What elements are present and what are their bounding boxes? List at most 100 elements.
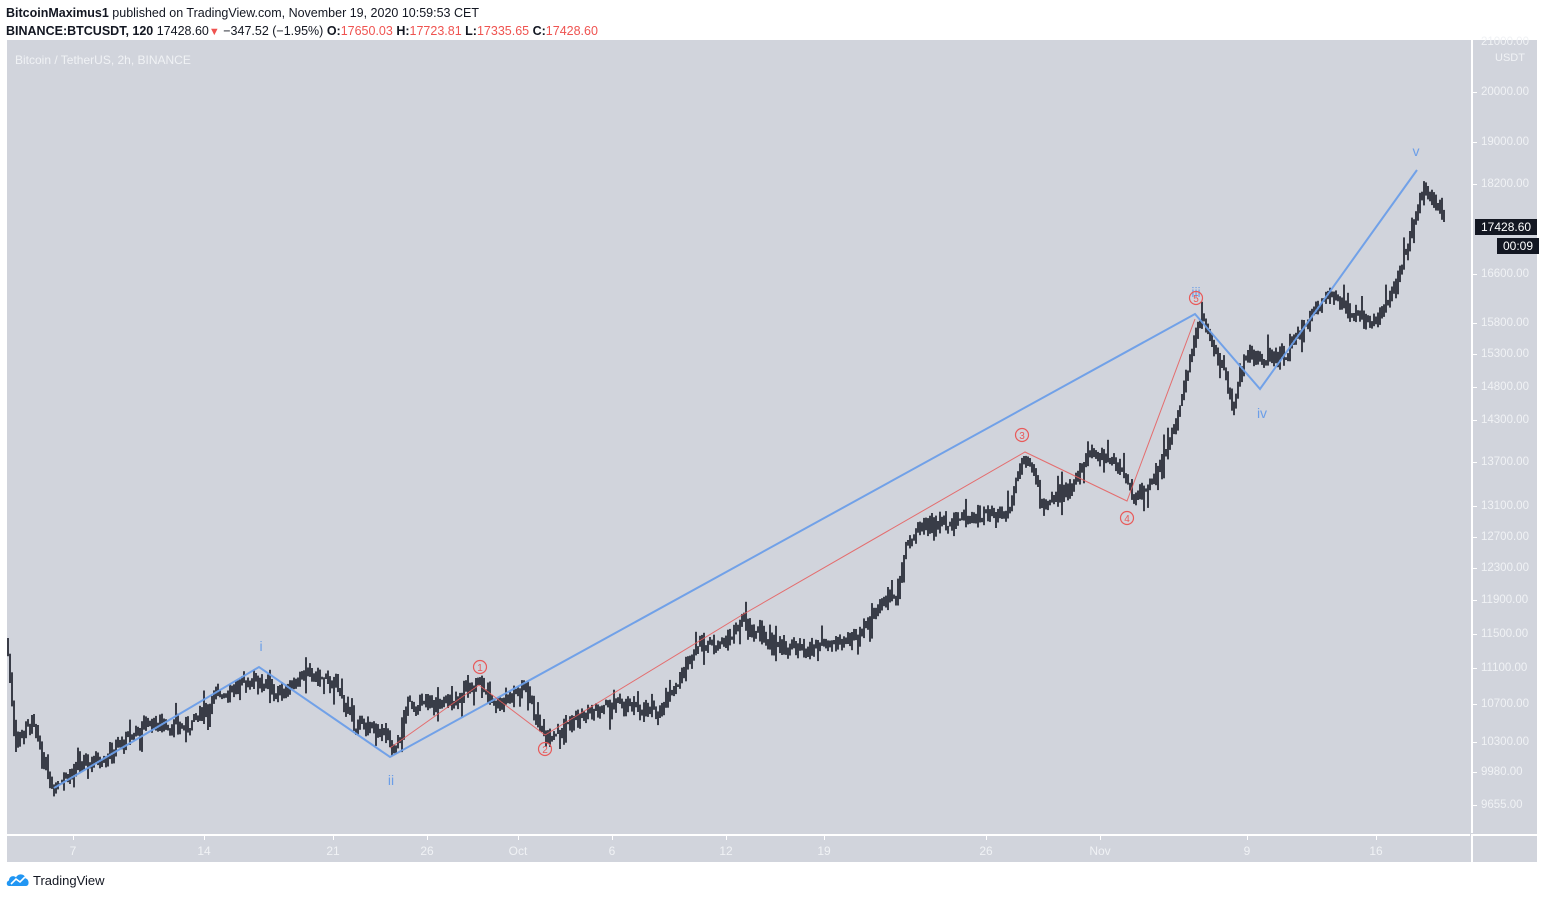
time-tick-label: 6 [608, 844, 616, 858]
price-tick-label: 12700.00 [1481, 531, 1529, 543]
impulse-label-iv[interactable]: iv [1257, 405, 1267, 421]
price-tick-label: 18200.00 [1481, 178, 1529, 190]
price-plot[interactable]: i ii iii iv v 1 2 3 4 5 Bitcoin / TetherUS, 2h, B… [7, 40, 1470, 833]
time-tick-label: 26 [979, 844, 993, 858]
price-tick-label: 11500.00 [1481, 628, 1529, 640]
price-tick-label: 20000.00 [1481, 86, 1529, 98]
close-value: 17428.60 [545, 24, 598, 38]
author-name[interactable]: BitcoinMaximus1 [6, 6, 109, 20]
svg-text:5: 5 [1193, 294, 1199, 305]
svg-text:4: 4 [1124, 514, 1130, 525]
time-tick-mark [427, 836, 428, 840]
subwave-label-1[interactable]: 1 [472, 659, 488, 675]
price-tick-mark [1473, 274, 1477, 275]
price-tick-mark [1473, 354, 1477, 355]
time-tick-mark [1376, 836, 1377, 840]
chart-symbol-title: Bitcoin / TetherUS, 2h, BINANCE [15, 53, 191, 67]
time-tick-mark [204, 836, 205, 840]
price-tick-mark [1473, 462, 1477, 463]
price-tick-mark [1473, 92, 1477, 93]
subwave-label-3[interactable]: 3 [1014, 427, 1030, 443]
price-tick-mark [1473, 568, 1477, 569]
price-tick-mark [1473, 142, 1477, 143]
price-tick-mark [1473, 805, 1477, 806]
high-label: H: [396, 24, 410, 38]
price-tick-mark [1473, 387, 1477, 388]
low-value: 17335.65 [476, 24, 530, 38]
close-label: C: [532, 24, 546, 38]
price-axis[interactable]: 21000.00 USDT 17428.60 00:09 20000.00 190… [1471, 36, 1540, 833]
price-tick-label: 10700.00 [1481, 698, 1529, 710]
time-tick-mark [73, 836, 74, 840]
price-tick-label: 11900.00 [1481, 594, 1529, 606]
high-value: 17723.81 [409, 24, 462, 38]
svg-text:3: 3 [1019, 431, 1025, 442]
symbol-interval: BINANCE:BTCUSDT, 120 [6, 24, 154, 38]
price-tick-mark [1473, 537, 1477, 538]
down-triangle-icon: ▼ [208, 26, 220, 38]
subwave-label-4[interactable]: 4 [1119, 510, 1135, 526]
low-label: L: [465, 24, 477, 38]
svg-text:i: i [259, 638, 262, 654]
price-tick-mark [1473, 634, 1477, 635]
impulse-label-v[interactable]: v [1413, 143, 1420, 159]
impulse-label-i[interactable]: i [259, 638, 262, 654]
time-tick-label: Oct [508, 844, 528, 858]
price-tick-label: 9655.00 [1481, 799, 1523, 811]
time-tick-label: 14 [197, 844, 211, 858]
publication-header: BitcoinMaximus1 published on TradingView… [6, 4, 598, 41]
tradingview-brand-text: TradingView [33, 872, 105, 888]
price-tick-label: 10300.00 [1481, 736, 1529, 748]
price-tick-label: 9980.00 [1481, 766, 1523, 778]
publish-line: BitcoinMaximus1 published on TradingView… [6, 4, 598, 22]
ohlc-bars [7, 181, 1445, 797]
price-tick-mark [1473, 184, 1477, 185]
published-text: published on TradingView.com, November 1… [112, 6, 479, 20]
price-tick-mark [1473, 506, 1477, 507]
time-tick-mark [333, 836, 334, 840]
open-label: O: [326, 24, 341, 38]
price-tick-mark [1473, 772, 1477, 773]
bar-countdown: 00:09 [1497, 238, 1540, 254]
price-tick-label: 13700.00 [1481, 456, 1529, 468]
time-tick-label: Nov [1089, 844, 1111, 858]
subwave-label-5[interactable]: 5 [1188, 290, 1204, 306]
change-text: −347.52 (−1.95%) [223, 24, 324, 38]
last-price-text: 17428.60 [156, 24, 209, 38]
svg-text:v: v [1413, 143, 1420, 159]
time-axis[interactable]: 7 14 21 26 Oct 6 12 19 26 Nov 9 16 [7, 834, 1470, 864]
price-tick-mark [1473, 420, 1477, 421]
price-tick-label: 11100.00 [1481, 662, 1528, 674]
time-tick-mark [824, 836, 825, 840]
time-tick-label: 26 [420, 844, 434, 858]
time-tick-mark [1247, 836, 1248, 840]
time-tick-label: 19 [817, 844, 831, 858]
time-tick-mark [726, 836, 727, 840]
time-tick-label: 7 [69, 844, 77, 858]
subwave-line[interactable] [389, 318, 1196, 749]
time-tick-mark [612, 836, 613, 840]
price-tick-label: 15800.00 [1481, 317, 1529, 329]
chart-container[interactable]: i ii iii iv v 1 2 3 4 5 Bitcoin / TetherUS, 2h, B… [7, 36, 1540, 864]
price-tick-mark [1473, 323, 1477, 324]
impulse-label-ii[interactable]: ii [388, 772, 394, 788]
svg-text:iv: iv [1257, 405, 1267, 421]
price-tick-label: 16600.00 [1481, 268, 1529, 280]
price-tick-label: 13100.00 [1481, 500, 1529, 512]
time-tick-mark [1100, 836, 1101, 840]
svg-text:ii: ii [388, 772, 394, 788]
tradingview-branding[interactable]: TradingView [6, 872, 105, 888]
impulse-wave-line[interactable] [53, 169, 1418, 789]
price-tick-label: 19000.00 [1481, 136, 1529, 148]
price-tick-label: 14800.00 [1481, 381, 1529, 393]
subwave-label-2[interactable]: 2 [537, 741, 553, 757]
price-tick-mark [1473, 668, 1477, 669]
svg-text:2: 2 [542, 745, 548, 756]
currency-unit: USDT [1495, 52, 1525, 64]
axis-corner [1471, 834, 1539, 864]
time-tick-label: 9 [1243, 844, 1251, 858]
time-tick-mark [986, 836, 987, 840]
time-tick-label: 21 [326, 844, 340, 858]
open-value: 17650.03 [340, 24, 393, 38]
